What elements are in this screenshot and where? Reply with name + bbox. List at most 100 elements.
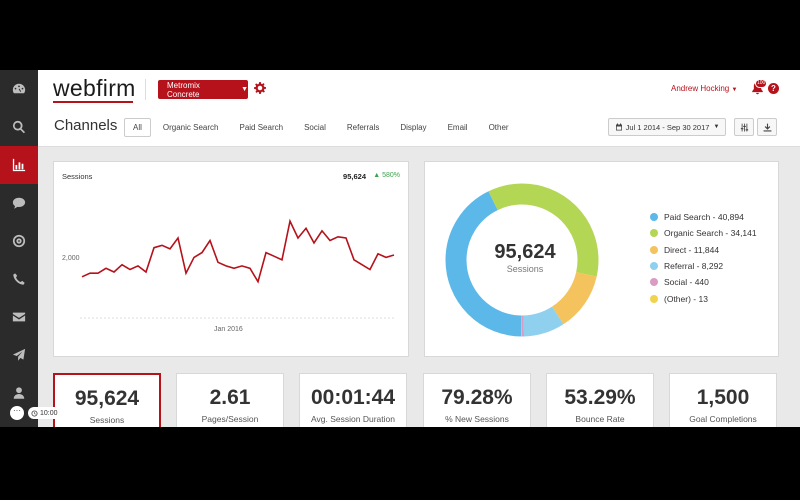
legend-item-other[interactable]: (Other) - 13: [650, 290, 757, 306]
donut-slice-organic-search[interactable]: [445, 183, 599, 337]
legend-label: Organic Search - 34,141: [664, 228, 757, 239]
line-chart-total: 95,624: [343, 172, 366, 181]
nav-calls[interactable]: [0, 260, 38, 298]
legend-swatch: [650, 245, 658, 254]
caret-down-icon: ▼: [241, 86, 248, 93]
line-chart-label: Sessions: [62, 172, 93, 181]
legend-swatch: [650, 213, 658, 222]
stat-value: 2.61: [209, 386, 251, 409]
legend-item-organic-search[interactable]: Organic Search - 34,141: [650, 225, 757, 241]
legend-item-referral[interactable]: Referral - 8,292: [650, 258, 757, 274]
download-button[interactable]: [757, 118, 777, 136]
stat-label: % New Sessions: [445, 414, 509, 424]
stat-value: 79.28%: [441, 386, 513, 409]
nav-channels[interactable]: [0, 146, 38, 184]
filter-settings-button[interactable]: [734, 118, 754, 136]
legend-label: Paid Search - 40,894: [664, 212, 744, 223]
download-icon: [763, 123, 771, 131]
stat-label: Bounce Rate: [575, 414, 625, 424]
sessions-line-chart: 2,000 Jan 2016: [62, 218, 395, 333]
stat-value: 95,624: [74, 387, 140, 410]
stat-card-bounce-rate[interactable]: 53.29% Bounce Rate: [546, 373, 654, 427]
tab-social[interactable]: Social: [304, 123, 326, 132]
user-name: Andrew Hocking: [671, 84, 730, 93]
x-tick-label: Jan 2016: [214, 326, 243, 333]
nav-chat[interactable]: [0, 184, 38, 222]
nav-search[interactable]: [0, 108, 38, 146]
legend-label: Social - 440: [664, 277, 709, 288]
legend-swatch: [650, 278, 658, 287]
stat-card-goal-completions[interactable]: 1,500 Goal Completions: [669, 373, 777, 427]
video-menu-button[interactable]: ···: [10, 406, 24, 420]
client-selector-label: Metromix Concrete: [167, 80, 200, 99]
tab-email[interactable]: Email: [447, 123, 468, 132]
sessions-series-line: [81, 218, 395, 284]
stat-label: Sessions: [89, 415, 125, 425]
donut-label: Sessions: [506, 264, 544, 274]
tab-other[interactable]: Other: [488, 123, 509, 132]
user-menu[interactable]: Andrew Hocking ▼: [671, 84, 737, 93]
sessions-line-panel: Sessions 95,624 ▲ 580% 2,000 Jan 2016: [53, 161, 409, 357]
nav-dashboard[interactable]: [0, 70, 38, 108]
legend-swatch: [650, 229, 658, 238]
dashboard-icon: [12, 83, 26, 94]
channels-toolbar: Channels All Organic Search Paid Search …: [38, 108, 800, 147]
mail-icon: [12, 312, 26, 322]
stat-value: 1,500: [696, 386, 750, 409]
search-icon: [13, 120, 26, 134]
header-divider: [145, 79, 146, 100]
legend-swatch: [650, 294, 658, 303]
donut-legend: Paid Search - 40,894 Organic Search - 34…: [650, 209, 757, 307]
bar-chart-icon: [12, 158, 26, 172]
caret-down-icon: ▼: [731, 87, 738, 93]
legend-item-social[interactable]: Social - 440: [650, 274, 757, 290]
video-time-pill[interactable]: 10:00: [28, 407, 62, 419]
line-chart-change: ▲ 580%: [373, 172, 400, 179]
webfirm-logo[interactable]: webfirm: [53, 75, 136, 101]
video-time: 10:00: [40, 409, 58, 417]
tab-display[interactable]: Display: [400, 123, 427, 132]
help-icon[interactable]: ?: [768, 83, 779, 94]
page-title: Channels: [54, 117, 118, 134]
tab-referrals[interactable]: Referrals: [346, 123, 380, 132]
tab-all[interactable]: All: [124, 118, 151, 137]
top-header: webfirm Metromix Concrete ▼ Andrew Hocki…: [38, 70, 800, 109]
stat-value: 53.29%: [564, 386, 636, 409]
nav-campaigns[interactable]: [0, 336, 38, 374]
legend-item-paid-search[interactable]: Paid Search - 40,894: [650, 209, 757, 225]
caret-down-icon: ▼: [713, 124, 720, 130]
notification-badge: 100: [755, 79, 768, 88]
client-selector[interactable]: Metromix Concrete ▼: [158, 80, 248, 99]
send-icon: [12, 348, 26, 361]
gear-icon[interactable]: [254, 82, 266, 94]
stat-card-avg-duration[interactable]: 00:01:44 Avg. Session Duration: [299, 373, 407, 427]
stat-card-pages-session[interactable]: 2.61 Pages/Session: [176, 373, 284, 427]
nav-goals[interactable]: [0, 222, 38, 260]
legend-label: (Other) - 13: [664, 293, 708, 304]
calendar-icon: [615, 123, 622, 131]
tab-organic-search[interactable]: Organic Search: [162, 123, 219, 132]
logo-underline: [53, 101, 133, 103]
stat-label: Goal Completions: [689, 414, 757, 424]
target-icon: [12, 234, 26, 248]
left-nav: [0, 70, 38, 427]
donut-slice-other[interactable]: [445, 183, 599, 337]
stat-value: 00:01:44: [310, 386, 396, 409]
clock-icon: [31, 409, 38, 417]
nav-email[interactable]: [0, 298, 38, 336]
y-tick-label: 2,000: [62, 255, 80, 262]
chat-icon: [12, 197, 26, 209]
stat-card-new-sessions[interactable]: 79.28% % New Sessions: [423, 373, 531, 427]
sliders-icon: [740, 123, 748, 131]
date-range-label: Jul 1 2014 - Sep 30 2017: [625, 122, 710, 132]
app-screen: webfirm Metromix Concrete ▼ Andrew Hocki…: [0, 70, 800, 427]
user-icon: [13, 387, 25, 399]
legend-label: Referral - 8,292: [664, 261, 724, 272]
legend-label: Direct - 11,844: [664, 244, 720, 255]
nav-account[interactable]: [0, 374, 38, 412]
legend-item-direct[interactable]: Direct - 11,844: [650, 242, 757, 258]
date-range-picker[interactable]: Jul 1 2014 - Sep 30 2017 ▼: [608, 118, 726, 136]
tab-paid-search[interactable]: Paid Search: [239, 123, 284, 132]
stat-card-sessions[interactable]: 95,624 Sessions: [53, 373, 161, 427]
stat-label: Pages/Session: [201, 414, 259, 424]
